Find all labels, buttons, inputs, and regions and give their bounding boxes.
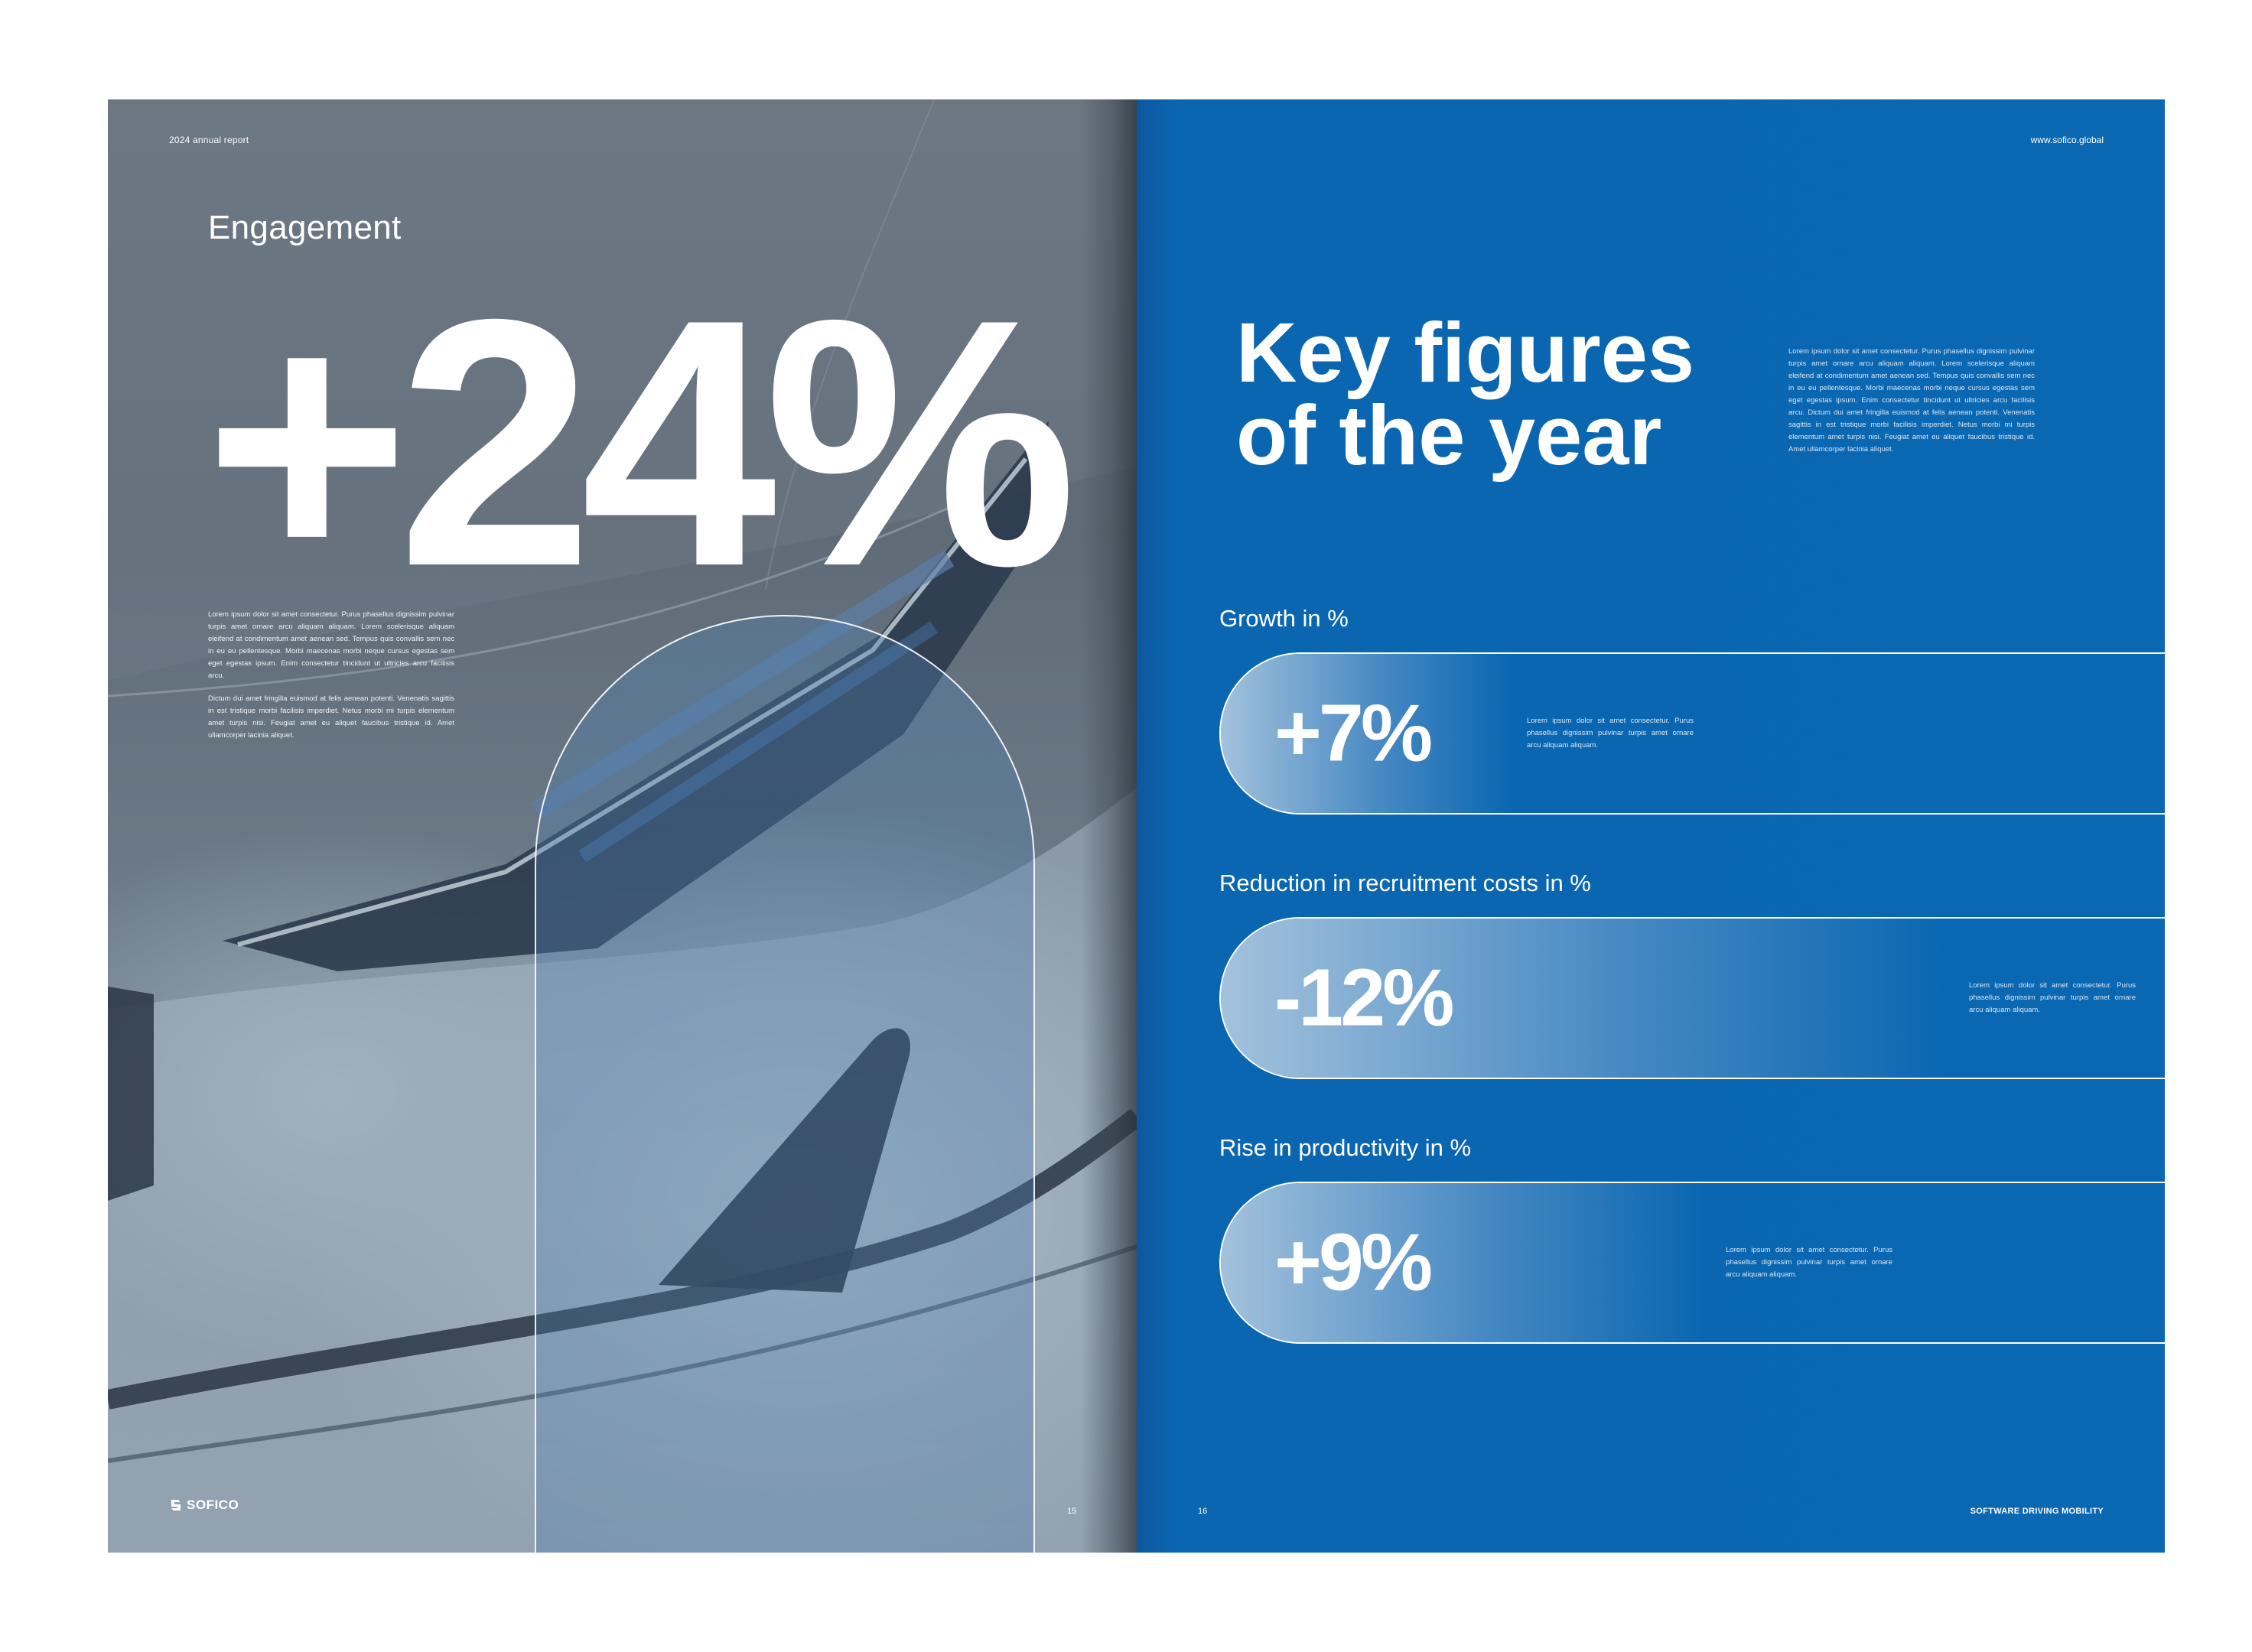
body-paragraph: Lorem ipsum dolor sit amet consectetur. …	[208, 610, 454, 680]
stat-bar-fill	[1221, 654, 1512, 813]
left-page: 2024 annual report Engagement +24% Lorem…	[108, 99, 1137, 1553]
key-figures-body-text: Lorem ipsum dolor sit amet consectetur. …	[1788, 347, 2035, 454]
stat-description-productivity: Lorem ipsum dolor sit amet consectetur. …	[1726, 1246, 1892, 1279]
sofico-logo: SOFICO	[169, 1498, 239, 1513]
arch-overlay-frame	[535, 615, 1035, 1553]
book-spine-shadow	[1081, 99, 1137, 1553]
logo-wordmark: SOFICO	[187, 1498, 239, 1512]
website-url: www.sofico.global	[2030, 135, 2104, 145]
stat-description-growth: Lorem ipsum dolor sit amet consectetur. …	[1527, 717, 1694, 750]
report-year-header: 2024 annual report	[169, 135, 249, 145]
sofico-logo-icon	[171, 1500, 181, 1511]
stat-description-recruitment: Lorem ipsum dolor sit amet consectetur. …	[1969, 981, 2136, 1014]
right-page: www.sofico.global Key figures of the yea…	[1137, 99, 2165, 1553]
engagement-figure: +24%	[204, 247, 1077, 639]
report-spread: 2024 annual report Engagement +24% Lorem…	[108, 99, 2165, 1553]
stat-label-recruitment: Reduction in recruitment costs in %	[1219, 870, 1591, 896]
engagement-body-text: Lorem ipsum dolor sit amet consectetur. …	[208, 609, 454, 753]
stat-label-growth: Growth in %	[1219, 605, 1349, 632]
stat-row-recruitment: -12% Lorem ipsum dolor sit amet consecte…	[1219, 917, 2165, 1079]
footer-tagline: SOFTWARE DRIVING MOBILITY	[1970, 1507, 2104, 1516]
title-line-1: Key figures	[1236, 306, 1695, 400]
stat-row-growth: +7% Lorem ipsum dolor sit amet consectet…	[1219, 652, 2165, 815]
title-line-2: of the year	[1236, 389, 1662, 483]
stat-bar-fill	[1221, 919, 1948, 1078]
stat-row-productivity: +9% Lorem ipsum dolor sit amet consectet…	[1219, 1182, 2165, 1344]
stat-value-growth: +7%	[1274, 688, 1433, 779]
stat-value-recruitment: -12%	[1274, 952, 1454, 1043]
stat-bar-fill	[1221, 1183, 1703, 1342]
stat-label-productivity: Rise in productivity in %	[1219, 1134, 1472, 1161]
stat-value-productivity: +9%	[1274, 1217, 1433, 1308]
key-figures-title: Key figures of the year	[1236, 306, 1695, 483]
page-number-right: 16	[1198, 1507, 1208, 1516]
engagement-title: Engagement	[208, 209, 402, 246]
page-number-left: 15	[1067, 1507, 1077, 1516]
body-paragraph: Dictum dui amet fringilla euismod at fel…	[208, 694, 454, 740]
